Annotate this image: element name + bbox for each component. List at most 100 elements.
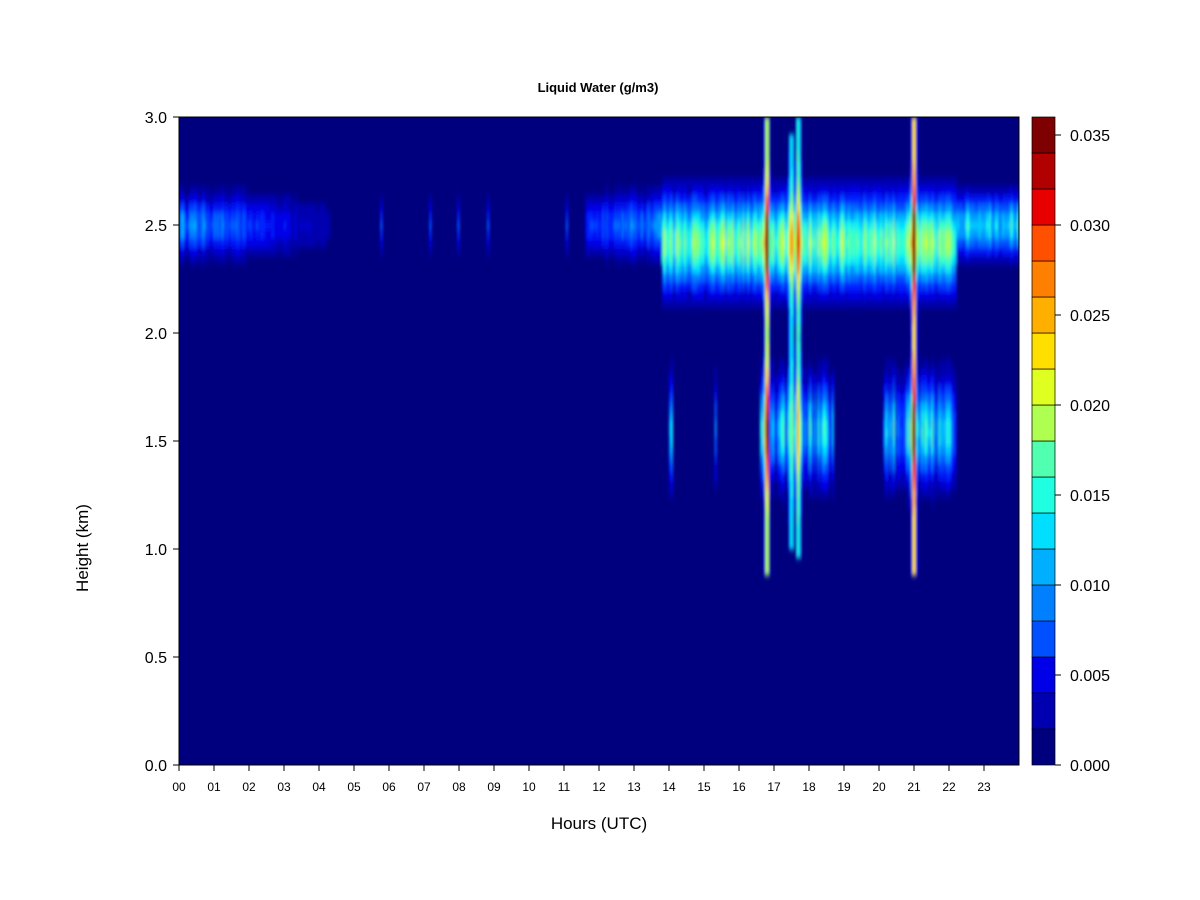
heatmap-cell bbox=[835, 212, 838, 222]
heatmap-cell bbox=[1015, 237, 1018, 248]
heatmap-cell bbox=[774, 212, 777, 222]
heatmap-cell bbox=[838, 177, 842, 187]
x-tick-label: 01 bbox=[207, 780, 221, 794]
heatmap-cell bbox=[914, 393, 917, 403]
heatmap-cell bbox=[698, 203, 702, 213]
heatmap-cell bbox=[1013, 186, 1017, 196]
heatmap-cell bbox=[691, 237, 695, 248]
heatmap-cell bbox=[938, 393, 941, 403]
heatmap-cell bbox=[838, 298, 842, 308]
heatmap-cell bbox=[980, 203, 983, 213]
heatmap-cell bbox=[830, 246, 833, 256]
heatmap-cell bbox=[905, 384, 908, 395]
heatmap-cell bbox=[870, 194, 873, 204]
heatmap-cell bbox=[866, 220, 870, 230]
heatmap-cell bbox=[929, 272, 933, 282]
heatmap-cell bbox=[966, 194, 969, 204]
heatmap-cell bbox=[201, 194, 205, 204]
heatmap-cell bbox=[627, 186, 630, 196]
heatmap-cell bbox=[803, 263, 807, 274]
heatmap-cell bbox=[714, 298, 717, 308]
heatmap-cell bbox=[894, 410, 898, 455]
heatmap-cell bbox=[641, 186, 644, 196]
heatmap-cell bbox=[1003, 246, 1006, 256]
heatmap-cell bbox=[982, 229, 985, 239]
heatmap-cell bbox=[984, 237, 987, 248]
heatmap-cell bbox=[660, 237, 663, 248]
heatmap-cell bbox=[889, 462, 892, 472]
heatmap-cell bbox=[975, 212, 978, 222]
heatmap-cell bbox=[807, 220, 810, 230]
heatmap-cell bbox=[810, 203, 814, 213]
heatmap-cell bbox=[711, 177, 714, 187]
heatmap-cell bbox=[746, 255, 749, 265]
heatmap-cell bbox=[809, 376, 812, 386]
heatmap-cell bbox=[221, 194, 224, 204]
heatmap-cell bbox=[662, 220, 665, 230]
colorbar-swatch bbox=[1031, 692, 1056, 730]
heatmap-cell bbox=[975, 246, 978, 256]
heatmap-cell bbox=[758, 255, 761, 265]
heatmap-cell bbox=[817, 488, 821, 498]
heatmap-cell bbox=[849, 272, 852, 282]
heatmap-cell bbox=[912, 160, 915, 179]
heatmap-cell bbox=[800, 117, 803, 161]
heatmap-cell bbox=[893, 497, 896, 507]
heatmap-cell bbox=[744, 177, 747, 196]
heatmap-cell bbox=[880, 281, 884, 291]
heatmap-cell bbox=[854, 229, 857, 256]
heatmap-cell bbox=[949, 376, 952, 386]
heatmap-cell bbox=[786, 402, 789, 412]
heatmap-cell bbox=[844, 203, 847, 213]
heatmap-cell bbox=[868, 203, 871, 213]
heatmap-cell bbox=[180, 255, 184, 265]
heatmap-cell bbox=[908, 358, 912, 369]
heatmap-cell bbox=[672, 212, 675, 222]
heatmap-cell bbox=[772, 272, 775, 282]
heatmap-cell bbox=[908, 445, 912, 455]
heatmap-cell bbox=[730, 194, 733, 204]
heatmap-cell bbox=[793, 324, 796, 351]
heatmap-cell bbox=[950, 281, 954, 291]
heatmap-cell bbox=[929, 255, 933, 265]
heatmap-cell bbox=[714, 220, 717, 230]
heatmap-cell bbox=[894, 194, 898, 204]
heatmap-cell bbox=[784, 186, 787, 196]
heatmap-cell bbox=[732, 186, 735, 196]
heatmap-cell bbox=[779, 263, 782, 274]
heatmap-cell bbox=[880, 263, 884, 274]
heatmap-cell bbox=[919, 272, 922, 282]
heatmap-cell bbox=[940, 410, 943, 446]
heatmap-cell bbox=[970, 203, 973, 213]
heatmap-cell bbox=[271, 203, 275, 213]
heatmap-cell bbox=[915, 229, 919, 239]
heatmap-cell bbox=[684, 281, 688, 291]
heatmap-cell bbox=[763, 505, 766, 576]
heatmap-cell bbox=[809, 453, 812, 464]
heatmap-cell bbox=[931, 220, 934, 230]
heatmap-cell bbox=[224, 194, 227, 204]
heatmap-cell bbox=[910, 333, 913, 343]
heatmap-cell bbox=[807, 289, 810, 308]
heatmap-cell bbox=[779, 419, 782, 438]
heatmap-cell bbox=[952, 471, 955, 490]
heatmap-cell bbox=[756, 272, 759, 282]
heatmap-cell bbox=[712, 272, 716, 282]
heatmap-cell bbox=[938, 307, 941, 317]
heatmap-cell bbox=[226, 203, 229, 213]
heatmap-cell bbox=[824, 212, 828, 222]
heatmap-cell bbox=[782, 186, 786, 196]
heatmap-cell bbox=[754, 186, 758, 196]
heatmap-cell bbox=[809, 384, 812, 395]
heatmap-cell bbox=[614, 194, 618, 204]
heatmap-cell bbox=[952, 462, 955, 472]
heatmap-cell bbox=[886, 237, 889, 248]
heatmap-cell bbox=[742, 194, 745, 204]
heatmap-cell bbox=[781, 402, 784, 412]
heatmap-cell bbox=[903, 410, 906, 455]
heatmap-cell bbox=[487, 237, 490, 248]
heatmap-cell bbox=[961, 246, 964, 256]
heatmap-cell bbox=[803, 445, 807, 455]
heatmap-cell bbox=[219, 212, 222, 239]
heatmap-cell bbox=[380, 194, 383, 204]
